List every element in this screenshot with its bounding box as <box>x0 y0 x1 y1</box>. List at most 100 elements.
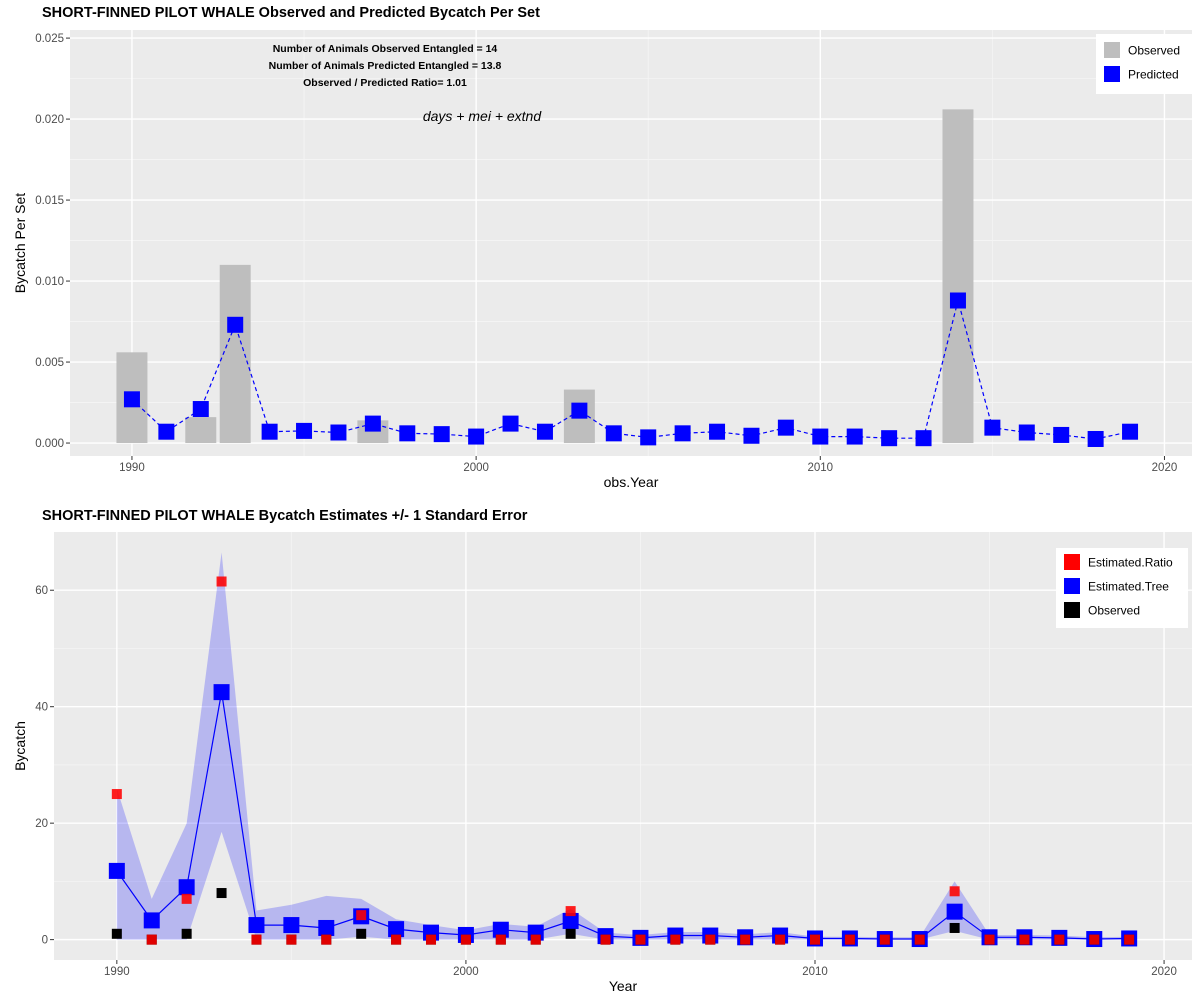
legend-key-estimated-tree <box>1064 578 1080 594</box>
predicted-point <box>399 425 416 442</box>
predicted-point <box>158 423 175 440</box>
predicted-point <box>881 430 898 447</box>
x-tick-label: 2000 <box>453 966 479 978</box>
annotation-formula: days + mei + extnd <box>423 108 543 124</box>
y-tick-label: 0.010 <box>35 276 64 288</box>
standard-error-ribbon <box>116 552 1130 940</box>
estimated-ratio-point <box>530 934 541 945</box>
observed-point <box>111 928 122 939</box>
estimated-tree-point <box>283 917 300 934</box>
y-tick-label: 0.020 <box>35 114 64 126</box>
annotation-predicted: Number of Animals Predicted Entangled = … <box>269 60 502 72</box>
x-tick-label: 2020 <box>1152 462 1178 474</box>
x-axis-title: obs.Year <box>604 474 659 490</box>
predicted-point <box>1018 424 1035 441</box>
y-tick-label: 0 <box>42 935 48 947</box>
estimated-ratio-point <box>600 934 611 945</box>
y-tick-label: 0.025 <box>35 33 64 45</box>
predicted-point <box>433 426 450 443</box>
predicted-point <box>502 415 519 432</box>
legend-key-estimated-ratio <box>1064 554 1080 570</box>
legend-label: Estimated.Tree <box>1088 580 1169 594</box>
legend-label: Observed <box>1128 44 1180 58</box>
x-tick-label: 2000 <box>463 462 489 474</box>
estimated-ratio-point <box>1089 934 1100 945</box>
predicted-point <box>1087 430 1104 447</box>
y-tick-label: 40 <box>35 702 48 714</box>
estimated-tree-point <box>562 912 579 929</box>
predicted-point <box>949 292 966 309</box>
observed-bar <box>185 417 217 444</box>
x-tick-label: 1990 <box>104 966 130 978</box>
estimated-tree-point <box>108 862 125 879</box>
estimated-ratio-point <box>356 910 367 921</box>
y-tick-label: 0.015 <box>35 195 64 207</box>
predicted-point <box>915 430 932 447</box>
estimated-ratio-point <box>181 893 192 904</box>
estimated-ratio-point <box>286 934 297 945</box>
estimated-ratio-point <box>1124 934 1135 945</box>
estimated-tree-point <box>178 879 195 896</box>
predicted-point <box>192 401 209 418</box>
predicted-point <box>330 424 347 441</box>
predicted-point <box>261 423 278 440</box>
predicted-point <box>227 316 244 333</box>
x-tick-label: 2010 <box>802 966 828 978</box>
chart2-title: SHORT-FINNED PILOT WHALE Bycatch Estimat… <box>42 508 528 524</box>
y-tick-label: 60 <box>35 585 48 597</box>
observed-point <box>565 928 576 939</box>
estimated-tree-point <box>946 903 963 920</box>
estimated-tree-point <box>318 919 335 936</box>
estimated-ratio-point <box>705 934 716 945</box>
estimated-ratio-point <box>844 934 855 945</box>
predicted-point <box>536 423 553 440</box>
estimated-tree-point <box>388 921 405 938</box>
observed-bar <box>942 109 974 444</box>
plot-background <box>54 532 1192 960</box>
predicted-point <box>605 425 622 442</box>
x-tick-label: 1990 <box>119 462 145 474</box>
estimated-ratio-point <box>670 934 681 945</box>
observed-point <box>216 888 227 899</box>
x-tick-label: 2020 <box>1151 966 1177 978</box>
estimated-tree-point <box>213 684 230 701</box>
predicted-point <box>846 428 863 445</box>
estimated-ratio-point <box>984 934 995 945</box>
estimated-ratio-point <box>914 934 925 945</box>
estimated-ratio-point <box>460 934 471 945</box>
predicted-point <box>1122 423 1139 440</box>
estimated-ratio-point <box>775 934 786 945</box>
y-axis-title: Bycatch Per Set <box>12 193 28 293</box>
predicted-point <box>777 419 794 436</box>
predicted-point <box>743 427 760 444</box>
legend-key-observed <box>1104 42 1120 58</box>
estimated-tree-point <box>248 917 265 934</box>
observed-point <box>949 922 960 933</box>
estimated-ratio-point <box>251 934 262 945</box>
predicted-point <box>296 422 313 439</box>
estimated-ratio-point <box>635 934 646 945</box>
estimated-ratio-point <box>879 934 890 945</box>
estimated-ratio-point <box>495 934 506 945</box>
chart1-plot: 1990 2000 2010 2020 0.000 0.005 0.010 0.015 0.02… <box>12 30 1192 490</box>
estimated-ratio-point <box>391 934 402 945</box>
y-axis-title: Bycatch <box>12 721 28 771</box>
estimated-ratio-point <box>1019 934 1030 945</box>
predicted-point <box>812 428 829 445</box>
predicted-point <box>709 423 726 440</box>
predicted-point <box>1053 426 1070 443</box>
observed-point <box>356 928 367 939</box>
estimated-ratio-point <box>1054 934 1065 945</box>
estimated-ratio-point <box>949 886 960 897</box>
chart1-title: SHORT-FINNED PILOT WHALE Observed and Pr… <box>42 5 540 21</box>
y-tick-label: 0.005 <box>35 357 64 369</box>
legend-label: Predicted <box>1128 68 1179 82</box>
predicted-point <box>123 391 140 408</box>
y-tick-label: 0.000 <box>35 438 64 450</box>
estimated-ratio-point <box>426 934 437 945</box>
annotation-ratio: Observed / Predicted Ratio= 1.01 <box>303 77 467 89</box>
estimated-ratio-point <box>809 934 820 945</box>
estimated-ratio-point <box>111 789 122 800</box>
predicted-point <box>571 402 588 419</box>
